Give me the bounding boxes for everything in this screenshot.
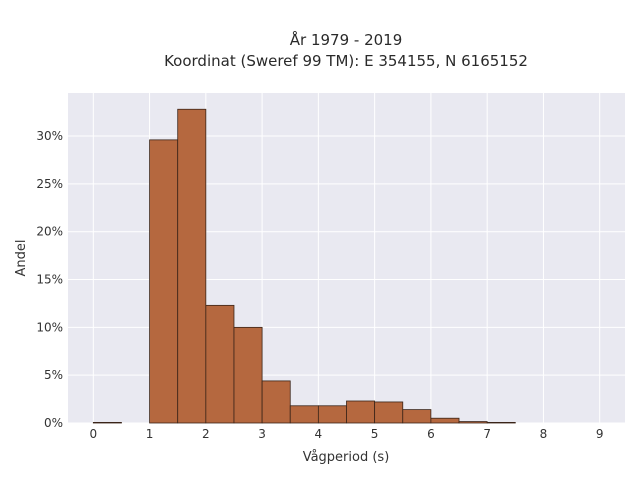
x-tick-label-2: 2: [202, 427, 210, 441]
histogram-bar-2: [177, 108, 207, 424]
y-tick-label-5: 25%: [36, 177, 63, 191]
y-tick-label-1: 5%: [44, 368, 63, 382]
histogram-bar-13: [486, 421, 516, 424]
chart-subtitle: Koordinat (Sweref 99 TM): E 354155, N 61…: [164, 52, 528, 70]
y-tick-label-0: 0%: [44, 416, 63, 430]
histogram-bar-7: [317, 405, 347, 424]
histogram-bar-12: [458, 421, 488, 424]
chart-title: År 1979 - 2019: [290, 30, 403, 49]
histogram-bar-3: [205, 304, 235, 424]
histogram-bar-0: [92, 421, 122, 424]
x-tick-label-3: 3: [258, 427, 266, 441]
x-tick-label-6: 6: [427, 427, 435, 441]
histogram-bar-8: [346, 400, 376, 424]
x-tick-label-8: 8: [540, 427, 548, 441]
histogram-bar-5: [261, 380, 291, 424]
y-tick-label-3: 15%: [36, 273, 63, 287]
histogram-bar-10: [402, 409, 432, 424]
y-tick-label-2: 10%: [36, 320, 63, 334]
x-axis-ticks: 0 1 2 3 4 5 6 7 8 9: [89, 427, 603, 441]
histogram-bar-11: [430, 417, 460, 424]
x-tick-label-9: 9: [596, 427, 604, 441]
x-tick-label-1: 1: [146, 427, 154, 441]
y-axis-ticks: 0% 5% 10% 15% 20% 25% 30%: [36, 129, 63, 430]
x-tick-label-4: 4: [315, 427, 323, 441]
histogram-bar-9: [374, 401, 404, 424]
x-tick-label-5: 5: [371, 427, 379, 441]
y-axis-label: Andel: [14, 240, 29, 277]
x-tick-label-7: 7: [483, 427, 491, 441]
bars: [92, 108, 516, 424]
histogram-bar-1: [149, 139, 179, 424]
y-tick-label-6: 30%: [36, 129, 63, 143]
x-axis-label: Vågperiod (s): [303, 450, 390, 465]
x-tick-label-0: 0: [89, 427, 97, 441]
histogram-bar-4: [233, 326, 263, 424]
y-tick-label-4: 20%: [36, 225, 63, 239]
histogram-bar-6: [289, 405, 319, 424]
